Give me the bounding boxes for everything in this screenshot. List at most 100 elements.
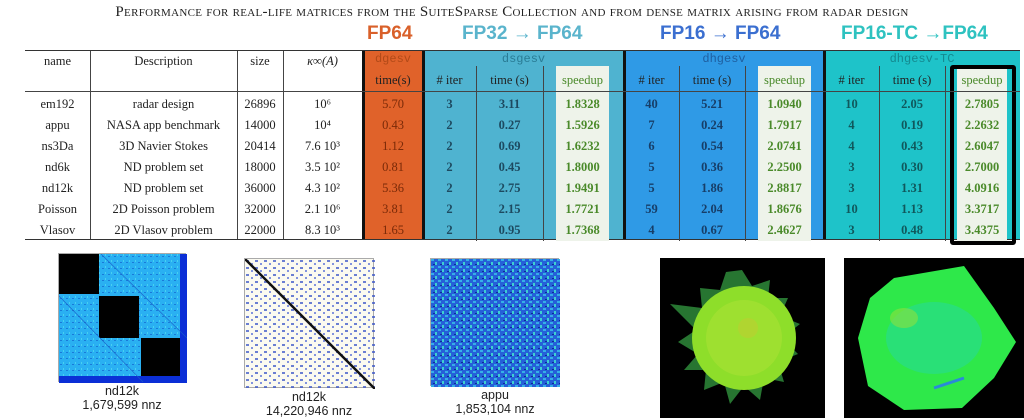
cell-name: ns3Da <box>41 139 74 153</box>
cell-tc-time: 2.05 <box>901 97 923 111</box>
cell-name: nd6k <box>45 160 70 174</box>
cell-fp16-time: 1.86 <box>701 181 723 195</box>
cell-fp32-iter: 2 <box>446 202 453 216</box>
divider <box>823 51 826 239</box>
cell-fp64-time: 1.65 <box>382 223 404 237</box>
algo-dsgesv: dsgesv <box>501 52 546 66</box>
cell-size: 18000 <box>244 160 276 174</box>
cell-description: 3D Navier Stokes <box>119 139 208 153</box>
cell-description: radar design <box>132 97 195 111</box>
cell-size: 14000 <box>244 118 276 132</box>
cell-fp16-iter: 6 <box>648 139 655 153</box>
cell-fp16-speedup: 1.8676 <box>767 202 802 216</box>
cell-fp16-time: 0.24 <box>701 118 723 132</box>
cell-name: appu <box>45 118 70 132</box>
cell-description: ND problem set <box>123 160 204 174</box>
group-label-fp32: FP32 → FP64 <box>462 23 583 44</box>
cell-fp32-time: 2.75 <box>498 181 521 195</box>
cell-tc-time: 1.31 <box>901 181 923 195</box>
cell-fp16-iter: 5 <box>648 181 655 195</box>
results-table: name Description size κ∞(A) dgesv time(s… <box>25 50 1020 245</box>
cell-tc-speedup: 3.4375 <box>964 223 1000 237</box>
mesh-visualization-image <box>844 258 1024 418</box>
cell-tc-time: 0.48 <box>901 223 923 237</box>
cell-fp32-time: 0.95 <box>498 223 521 237</box>
figure-2-name: nd12k <box>291 390 327 404</box>
cell-fp16-speedup: 2.0741 <box>767 139 802 153</box>
header-fp16-time: time (s) <box>692 73 732 87</box>
cell-fp16-speedup: 1.7917 <box>767 118 802 132</box>
cell-fp16-iter: 5 <box>648 160 655 174</box>
nd12k-sparsity-blocks-image <box>58 253 188 383</box>
cell-fp32-speedup: 1.7721 <box>565 202 600 216</box>
cell-fp32-time: 2.15 <box>498 202 521 216</box>
cell-fp16-iter: 59 <box>645 202 658 216</box>
cell-fp32-iter: 2 <box>446 181 453 195</box>
header-tc-time: time (s) <box>892 73 932 87</box>
cell-tc-speedup: 2.7000 <box>964 160 1000 174</box>
graph-visualization-star-image <box>660 258 825 418</box>
header-description: Description <box>134 54 193 68</box>
cell-kappa: 10⁶ <box>314 97 331 111</box>
cell-fp32-speedup: 1.9491 <box>565 181 600 195</box>
fp16-speedup-highlight <box>758 66 811 241</box>
nd12k-sparsity-diagonal-image <box>244 258 376 390</box>
header-fp32-time: time (s) <box>490 73 529 87</box>
cell-fp64-time: 5.36 <box>382 181 404 195</box>
group-label-fp16tc: FP16-TC →FP64 <box>841 23 988 44</box>
cell-fp64-time: 0.43 <box>382 118 404 132</box>
header-fp16-iter: # iter <box>638 73 665 87</box>
cell-fp32-iter: 2 <box>446 118 453 132</box>
table-title: Performance for real-life matrices from … <box>115 4 909 20</box>
cell-fp64-time: 1.12 <box>382 139 404 153</box>
divider <box>945 66 946 241</box>
algo-dhgesv: dhgesv <box>702 52 746 66</box>
header-fp16-speedup: speedup <box>764 73 805 87</box>
divider <box>362 51 365 239</box>
fp64-column-bg <box>363 51 423 239</box>
cell-tc-iter: 10 <box>845 97 858 111</box>
appu-sparsity-image <box>430 258 560 387</box>
algo-dhgesv-tc: dhgesv-TC <box>889 52 955 66</box>
cell-tc-speedup: 2.7805 <box>964 97 1000 111</box>
cell-fp16-time: 0.67 <box>701 223 723 237</box>
group-label-fp16: FP16 → FP64 <box>660 23 781 44</box>
cell-fp16-iter: 40 <box>645 97 658 111</box>
cell-fp32-speedup: 1.5926 <box>565 118 600 132</box>
figure-caption-2: nd12k 14,220,946 nnz <box>232 390 386 418</box>
cell-kappa: 8.3 10³ <box>305 223 340 237</box>
cell-fp32-time: 0.69 <box>498 139 521 153</box>
cell-fp32-speedup: 1.7368 <box>565 223 600 237</box>
cell-tc-iter: 3 <box>848 181 855 195</box>
cell-fp64-time: 0.81 <box>382 160 404 174</box>
header-fp32-speedup: speedup <box>562 73 603 87</box>
cell-fp32-speedup: 1.8000 <box>565 160 600 174</box>
figure-caption-3: appu 1,853,104 nnz <box>418 388 572 416</box>
cell-tc-speedup: 4.0916 <box>964 181 1000 195</box>
cell-description: 2D Poisson problem <box>112 202 215 216</box>
figure-1-nnz: 1,679,599 nnz <box>82 398 162 412</box>
cell-fp16-speedup: 2.2500 <box>767 160 802 174</box>
cell-fp16-time: 0.36 <box>701 160 723 174</box>
cell-tc-speedup: 2.6047 <box>964 139 1000 153</box>
divider <box>90 51 91 239</box>
tc-speedup-frame <box>950 65 1016 245</box>
figure-3-name: appu <box>481 388 509 402</box>
header-tc-speedup: speedup <box>961 73 1003 87</box>
cell-name: Vlasov <box>39 223 76 237</box>
cell-kappa: 2.1 10⁶ <box>304 202 341 216</box>
cell-description: NASA app benchmark <box>106 118 221 132</box>
cell-fp32-speedup: 1.8328 <box>565 97 600 111</box>
cell-tc-iter: 3 <box>848 223 855 237</box>
cell-fp16-speedup: 2.4627 <box>767 223 802 237</box>
figure-2-nnz: 14,220,946 nnz <box>265 404 353 418</box>
algo-dgesv: dgesv <box>374 52 411 66</box>
figure-1-name: nd12k <box>104 384 140 398</box>
divider <box>283 51 284 239</box>
divider <box>422 51 425 239</box>
cell-fp64-time: 3.81 <box>382 202 404 216</box>
fp32-speedup-highlight <box>556 66 609 241</box>
cell-fp32-iter: 2 <box>446 223 453 237</box>
cell-tc-speedup: 3.3717 <box>964 202 1000 216</box>
cell-fp32-speedup: 1.6232 <box>565 139 600 153</box>
